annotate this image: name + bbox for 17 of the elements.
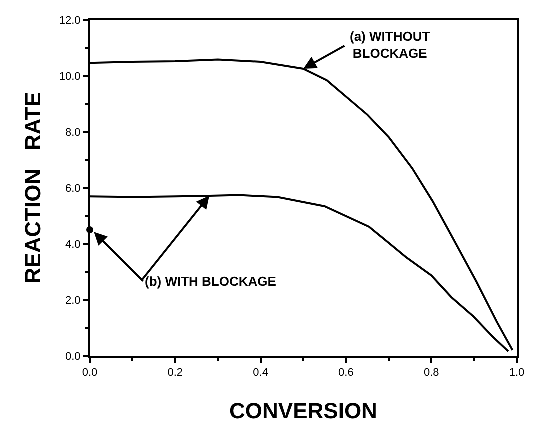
y-tick-label: 6.0 [66, 182, 81, 195]
y-tick-label: 4.0 [66, 238, 81, 251]
y-tick-label: 0.0 [66, 350, 81, 363]
x-tick-label: 0.6 [338, 367, 354, 380]
y-tick-label: 8.0 [66, 126, 81, 139]
y-axis-title: REACTION RATE [20, 92, 46, 284]
annotation: (a) WITHOUT BLOCKAGE [350, 29, 430, 61]
x-tick-label: 0.4 [253, 367, 268, 380]
x-tick-label: 1.0 [509, 367, 525, 380]
y-tick-label: 10.0 [59, 70, 81, 83]
x-tick-label: 0.8 [424, 367, 440, 380]
x-axis-title: CONVERSION [230, 398, 378, 424]
y-tick-label: 2.0 [66, 294, 81, 307]
y-tick-label: 12.0 [59, 14, 81, 27]
x-tick-label: 0.0 [82, 367, 98, 380]
x-tick-label: 0.2 [168, 367, 184, 380]
annotation: (b) WITH BLOCKAGE [145, 274, 277, 289]
